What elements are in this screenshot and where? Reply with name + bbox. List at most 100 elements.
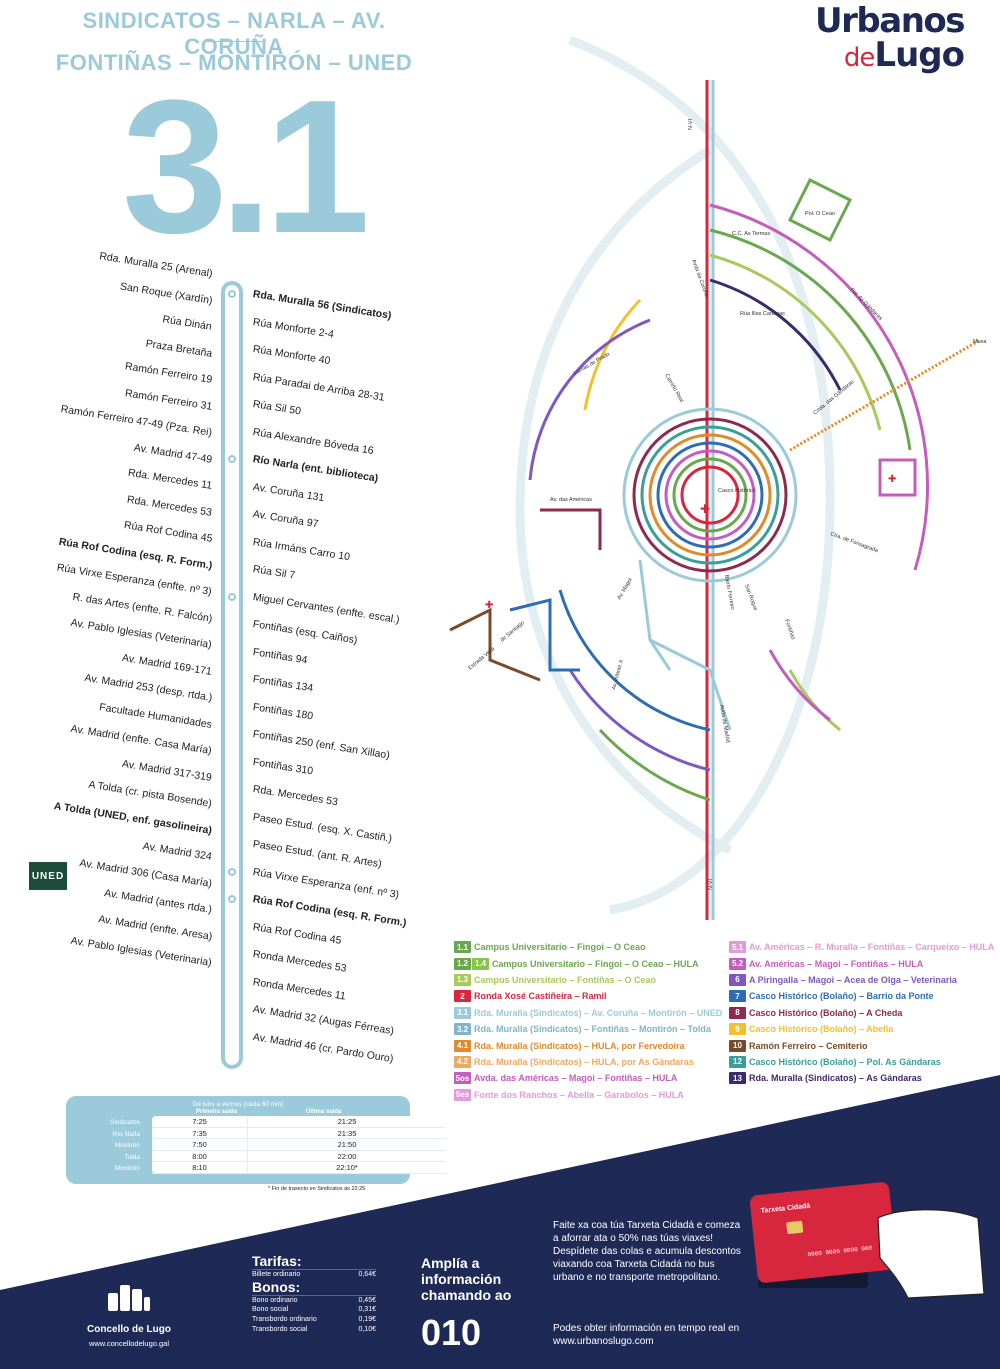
phone-number[interactable]: 010 <box>421 1312 482 1353</box>
map-label-av-magoi: Av. Magoi <box>617 577 634 601</box>
legend-item: 4.1 Rda. Muralla (Sindicatos) – HULA, por… <box>454 1037 722 1053</box>
legend-text: Campus Universitario – Fingoi – O Ceao <box>474 942 646 953</box>
map-label-nvi-top: N-VI <box>688 119 694 130</box>
hospital-icon-west: ✚ <box>485 600 493 611</box>
bono-price: 0,31€ <box>358 1306 376 1313</box>
stop-right: Ronda Mercedes 53 <box>252 948 348 975</box>
stop-left: Ramón Ferreiro 19 <box>124 360 213 386</box>
legend-text: Rda. Muralla (Sindicatos) – HULA, por As… <box>474 1056 694 1067</box>
tarifas-panel: Tarifas: Billete ordinario 0,64€ Bonos: B… <box>252 1253 376 1335</box>
stop-left: Av. Madrid 47-49 <box>133 441 213 466</box>
stop-left: Rúa Rof Codina 45 <box>122 519 213 545</box>
schedule-col-last: Última saída <box>306 1109 342 1115</box>
schedule-first: 8:10 <box>152 1162 248 1173</box>
legend-item: 3.1 Rda. Muralla (Sindicatos) – Av. Coruñ… <box>454 1005 722 1021</box>
stop-left: Av. Madrid 169-171 <box>121 651 213 678</box>
logo-lugo-text: Lugo <box>874 35 965 75</box>
stop-left: Rda. Mercedes 53 <box>126 493 213 519</box>
stop-right: Rúa Sil 7 <box>252 563 297 582</box>
stop-dot <box>228 455 236 463</box>
bono-row: Transbordo social 0,10€ <box>252 1325 376 1335</box>
schedule-stop: Sindicatos <box>110 1119 140 1126</box>
legend-badge: 5os <box>454 1072 471 1085</box>
legend-badge: 1.3 <box>454 973 471 986</box>
map-label-pol-ceao: Pol. O Ceao <box>805 211 835 217</box>
legend-item: 8 Casco Histórico (Bolaño) – A Cheda <box>729 1005 994 1021</box>
legend-text: Casco Histórico (Bolaño) – Barrio da Pon… <box>749 991 934 1002</box>
legend-text: Casco Histórico (Bolaño) – A Cheda <box>749 1007 903 1018</box>
stop-left: Av. Madrid 306 (Casa María) <box>78 856 213 890</box>
info-callout: Amplía a información chamando ao <box>421 1255 512 1303</box>
stop-right: Rúa Alexandre Bóveda 16 <box>252 425 375 457</box>
hospital-icon: ✚ <box>700 502 710 516</box>
legend-text: Avda. das Américas – Magoi – Fontiñas – … <box>474 1073 678 1084</box>
bono-price: 0,45€ <box>358 1297 376 1304</box>
map-label-muxa: Muxa <box>973 339 987 345</box>
schedule-row: 7:25 21:25 <box>152 1116 446 1128</box>
schedule-row: 8:10 22:10* <box>152 1162 446 1174</box>
logo-de-text: de <box>843 43 875 73</box>
legend-badge: 8 <box>729 1006 746 1019</box>
stop-right: Av. Coruña 131 <box>252 480 326 504</box>
legend-item: 3.2 Rda. Muralla (Sindicatos) – Fontiñas … <box>454 1021 722 1037</box>
schedule-row: 7:50 21:50 <box>152 1139 446 1151</box>
legend-badge: 1.4 <box>472 957 489 970</box>
schedule-last: 22:00 <box>337 1151 357 1161</box>
stop-right: Av. Madrid 46 (cr. Pardo Ouro) <box>252 1030 395 1065</box>
legend-badge: 10 <box>729 1039 746 1052</box>
stop-left: Av. Madrid (antes rtda.) <box>103 887 213 916</box>
schedule-stop: Montirón <box>114 1142 140 1149</box>
schedule-panel: De luns a venres (cada 60 min) Primeira … <box>66 1096 446 1184</box>
stop-left: Av. Madrid 324 <box>142 840 213 863</box>
route-number: 3.1 <box>122 61 370 273</box>
urbanos-lugo-logo: Urbanos deLugo <box>815 1 965 75</box>
legend-text: Rda. Muralla (Sindicatos) – HULA, por Fe… <box>474 1040 685 1051</box>
legend-item: 9 Casco Histórico (Bolaño) – Abella <box>729 1021 994 1037</box>
map-label-de-santiago: de Santiago <box>499 620 525 643</box>
schedule-stop: Montirón <box>114 1165 140 1172</box>
legend-badge: 1.1 <box>454 941 471 954</box>
tarxeta-card-illustration: Tarxeta Cidadá 0000 0000 0000 000 <box>749 1182 985 1299</box>
schedule-first: 7:35 <box>152 1127 248 1138</box>
legend-text: Rda. Muralla (Sindicatos) – Fontiñas – M… <box>474 1024 711 1035</box>
stop-right: Paseo Estud. (ant. R. Artes) <box>252 838 383 871</box>
stop-left: A Tolda (cr. pista Bosende) <box>87 778 213 810</box>
concello-logo: Concello de Lugo www.concellodelugo.gal <box>86 1283 172 1348</box>
legend-badge: 4.2 <box>454 1055 471 1068</box>
map-label-av-americas: Av. das Américas <box>550 497 592 503</box>
bono-row: Bono ordinario 0,45€ <box>252 1295 376 1305</box>
legend-badge: 2 <box>454 990 471 1003</box>
concello-icon <box>108 1285 150 1311</box>
realtime-info: Podes obter información en tempo real en… <box>553 1323 740 1347</box>
logo-urbanos-text: Urbanos <box>815 1 965 41</box>
legend-text: Av. Américas – R. Muralla – Fontiñas – C… <box>749 942 995 953</box>
stop-left: San Roque (Xardín) <box>118 279 213 307</box>
schedule-last: 21:25 <box>337 1117 357 1126</box>
tarifas-title: Tarifas: <box>252 1253 302 1269</box>
bono-price: 0,10€ <box>358 1326 376 1333</box>
concello-name: Concello de Lugo <box>87 1324 171 1335</box>
bono-label: Bono ordinario <box>252 1297 298 1304</box>
schedule-last: 21:50 <box>337 1140 357 1149</box>
stop-right: Rúa Sil 50 <box>252 398 302 418</box>
schedule-first: 7:50 <box>152 1139 248 1150</box>
billete-label: Billete ordinario <box>252 1271 301 1278</box>
stop-right: Paseo Estud. (esq. X. Castiñ.) <box>252 810 393 845</box>
legend-right: 5.1 Av. Américas – R. Muralla – Fontiñas … <box>729 939 994 1087</box>
bono-label: Transbordo ordinario <box>252 1316 317 1323</box>
route-timeline <box>221 281 243 1069</box>
legend-text: Campus Universitario – Fontiñas – O Ceao <box>474 974 657 985</box>
map-label-fontinas: Fontiñas <box>783 619 796 641</box>
stop-left: Rúa Dinán <box>162 313 213 333</box>
header-divider <box>206 41 266 42</box>
legend-item: 2 Ronda Xosé Castiñeira – Ramil <box>454 988 722 1004</box>
legend-left: 1.1 Campus Universitario – Fingoi – O Cea… <box>454 939 722 1103</box>
schedule-col-first: Primeira saída <box>196 1109 238 1115</box>
bonos-title: Bonos: <box>252 1279 301 1295</box>
stop-right: Rúa Rof Codina 45 <box>252 920 343 947</box>
legend-item: 7 Casco Histórico (Bolaño) – Barrio da Po… <box>729 988 994 1004</box>
concello-url[interactable]: www.concellodelugo.gal <box>88 1339 170 1348</box>
header-line-2: FONTIÑAS – MONTIRÓN – UNED <box>55 50 413 75</box>
stop-dot <box>228 290 236 298</box>
